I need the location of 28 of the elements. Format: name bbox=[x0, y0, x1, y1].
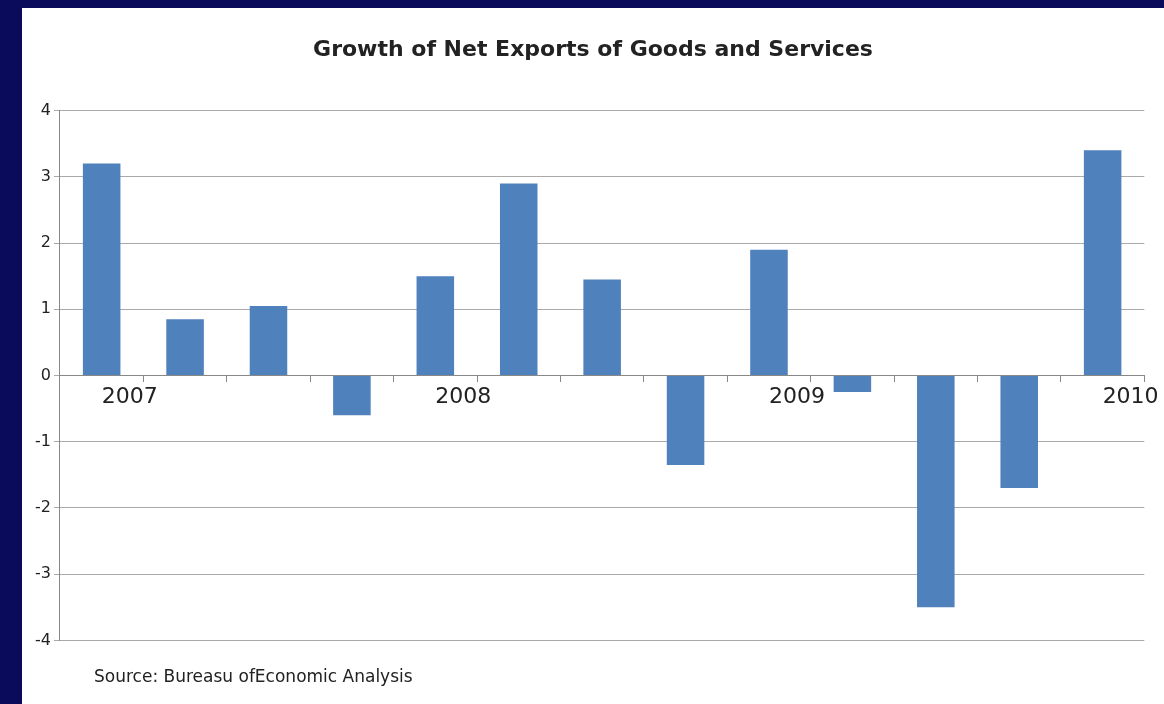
y-tick-label: 4 bbox=[40, 99, 51, 119]
y-tick-label: 1 bbox=[40, 298, 51, 318]
bar bbox=[82, 163, 121, 375]
bar bbox=[1000, 376, 1038, 489]
bar bbox=[666, 376, 705, 465]
x-tick-label: 2008 bbox=[435, 383, 492, 409]
bar bbox=[833, 376, 872, 393]
bar bbox=[917, 376, 955, 608]
bar bbox=[249, 305, 288, 375]
bar bbox=[499, 183, 538, 375]
y-tick-label: 3 bbox=[40, 165, 51, 185]
y-tick-label: 2 bbox=[40, 232, 51, 252]
y-tick-label: 0 bbox=[40, 364, 51, 384]
bar bbox=[333, 376, 371, 416]
x-tick-label: 2009 bbox=[768, 383, 825, 409]
x-tick-label: 2010 bbox=[1102, 383, 1159, 409]
source-note: Source: Bureasu ofEconomic Analysis bbox=[94, 666, 413, 686]
y-tick-label: -3 bbox=[35, 563, 51, 583]
bar bbox=[166, 319, 204, 375]
bar bbox=[1083, 150, 1122, 375]
y-tick-label: -2 bbox=[35, 497, 51, 517]
x-tick-label: 2007 bbox=[101, 383, 158, 409]
y-tick-label: -1 bbox=[35, 430, 51, 450]
y-tick-label: -4 bbox=[35, 629, 51, 649]
chart-title: Growth of Net Exports of Goods and Services bbox=[312, 36, 874, 61]
bar bbox=[750, 249, 788, 375]
bar bbox=[583, 279, 621, 375]
bar bbox=[416, 276, 455, 375]
